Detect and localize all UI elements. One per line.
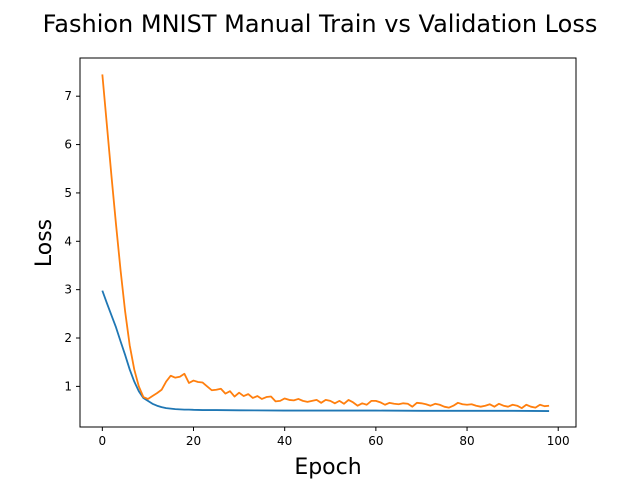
y-tick-label: 1 — [64, 379, 72, 393]
y-tick-label: 2 — [64, 331, 72, 345]
y-tick-label: 7 — [64, 89, 72, 103]
y-tick-label: 5 — [64, 186, 72, 200]
x-tick-label: 0 — [99, 434, 107, 448]
plot-frame — [79, 57, 577, 428]
x-tick-label: 100 — [547, 434, 570, 448]
series-line-1 — [101, 74, 550, 410]
x-tick-label: 80 — [459, 434, 474, 448]
series-line-0 — [101, 290, 550, 412]
x-axis: 0 20 40 60 80 100 — [99, 427, 570, 448]
x-axis-label: Epoch — [294, 455, 361, 480]
plot-area — [101, 74, 550, 412]
y-tick-label: 3 — [64, 283, 72, 297]
x-tick-label: 40 — [277, 434, 292, 448]
chart-title: Fashion MNIST Manual Train vs Validation… — [43, 10, 598, 38]
y-axis: 1 2 3 4 5 6 7 — [64, 89, 80, 393]
y-tick-label: 4 — [64, 234, 72, 248]
x-tick-label: 60 — [368, 434, 383, 448]
y-tick-label: 6 — [64, 138, 72, 152]
y-axis-label: Loss — [32, 219, 57, 267]
x-tick-label: 20 — [186, 434, 201, 448]
